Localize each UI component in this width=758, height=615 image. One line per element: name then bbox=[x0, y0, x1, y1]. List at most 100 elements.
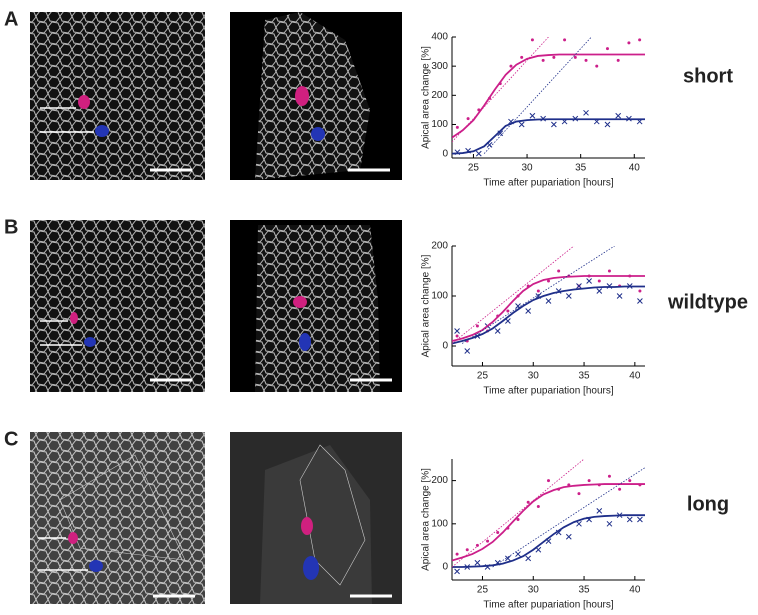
data-point bbox=[628, 479, 632, 483]
x-tick-label: 35 bbox=[578, 371, 590, 382]
data-point bbox=[506, 309, 510, 313]
y-axis-label: Apical area change [%] bbox=[421, 468, 432, 571]
condition-label: long bbox=[687, 493, 729, 515]
data-point bbox=[465, 548, 469, 552]
y-tick-label: 400 bbox=[431, 32, 448, 43]
data-point bbox=[518, 121, 525, 128]
data-point bbox=[454, 328, 460, 334]
condition-label: short bbox=[683, 65, 733, 87]
data-point bbox=[494, 328, 501, 334]
data-point bbox=[618, 487, 622, 491]
data-point bbox=[576, 283, 582, 289]
data-point bbox=[565, 533, 572, 540]
data-point bbox=[547, 479, 550, 483]
tangent-line bbox=[452, 459, 585, 568]
data-point bbox=[604, 121, 611, 128]
tangent-line bbox=[492, 467, 645, 568]
x-tick-label: 30 bbox=[528, 371, 540, 382]
panel-letter: A bbox=[4, 8, 18, 30]
fit-curve bbox=[452, 285, 645, 345]
data-point bbox=[563, 38, 567, 42]
y-tick-label: 200 bbox=[431, 475, 448, 486]
y-tick-label: 0 bbox=[442, 341, 448, 352]
y-tick-label: 200 bbox=[431, 241, 448, 252]
data-point bbox=[547, 279, 550, 283]
fit-curve bbox=[452, 275, 645, 342]
x-tick-label: 40 bbox=[629, 371, 641, 382]
data-point bbox=[565, 293, 572, 299]
data-point bbox=[530, 38, 534, 42]
y-tick-label: 300 bbox=[431, 61, 448, 72]
data-point bbox=[616, 293, 623, 299]
x-axis-label: Time after pupariation [hours] bbox=[483, 386, 613, 397]
data-point bbox=[496, 530, 500, 534]
micrographs bbox=[30, 12, 402, 604]
data-point bbox=[516, 518, 520, 521]
data-point bbox=[638, 38, 642, 42]
x-tick-label: 40 bbox=[629, 585, 641, 596]
data-point bbox=[525, 308, 532, 314]
plot-area bbox=[452, 459, 645, 575]
x-axis-label: Time after pupariation [hours] bbox=[483, 600, 613, 611]
data-point bbox=[454, 568, 460, 575]
data-point bbox=[536, 505, 540, 509]
data-point bbox=[541, 58, 545, 62]
y-axis-label: Apical area change [%] bbox=[421, 254, 432, 357]
data-point bbox=[455, 334, 459, 338]
y-tick-label: 200 bbox=[431, 90, 448, 101]
data-point bbox=[520, 55, 524, 59]
data-point bbox=[552, 55, 556, 59]
data-point bbox=[455, 552, 459, 556]
y-tick-label: 100 bbox=[431, 518, 448, 529]
chart: 0 100 200 25 30 35 40 Time after pupariation [h… bbox=[421, 459, 645, 611]
tangent-line bbox=[452, 37, 549, 143]
data-point bbox=[607, 269, 611, 273]
data-point bbox=[627, 41, 631, 45]
panel-letter: B bbox=[4, 216, 18, 238]
x-tick-label: 35 bbox=[578, 585, 590, 596]
fit-curve bbox=[452, 514, 645, 568]
data-point bbox=[475, 543, 479, 547]
data-point bbox=[576, 520, 582, 527]
data-point bbox=[606, 520, 613, 527]
data-point bbox=[466, 117, 470, 121]
data-point bbox=[583, 109, 589, 116]
plot-area bbox=[452, 246, 645, 354]
condition-label: wildtype bbox=[667, 291, 748, 313]
data-point bbox=[551, 121, 557, 128]
tangent-line bbox=[461, 246, 615, 344]
tangent-line bbox=[483, 37, 592, 154]
y-tick-label: 0 bbox=[442, 148, 448, 159]
fit-curve bbox=[452, 53, 645, 139]
x-tick-label: 25 bbox=[468, 163, 480, 174]
plot-area bbox=[452, 37, 645, 157]
fit-curve bbox=[452, 118, 645, 155]
data-point bbox=[586, 278, 592, 284]
x-tick-label: 35 bbox=[575, 163, 587, 174]
data-point bbox=[595, 64, 599, 68]
data-point bbox=[597, 279, 601, 283]
data-point bbox=[475, 150, 482, 157]
data-point bbox=[637, 516, 643, 523]
chart: 0 100 200 300 400 25 30 35 40 Time after pupariat… bbox=[421, 32, 645, 189]
y-axis-label: Apical area change [%] bbox=[421, 46, 432, 149]
data-point bbox=[584, 58, 588, 62]
data-point bbox=[637, 298, 643, 304]
data-point bbox=[474, 559, 481, 566]
data-point bbox=[596, 508, 603, 514]
data-point bbox=[587, 479, 591, 483]
data-point bbox=[536, 289, 540, 293]
data-point bbox=[577, 492, 581, 496]
y-tick-label: 0 bbox=[442, 562, 448, 573]
data-point bbox=[525, 555, 532, 562]
tangent-line bbox=[452, 246, 575, 344]
data-point bbox=[515, 551, 521, 557]
x-tick-label: 25 bbox=[477, 371, 489, 382]
data-point bbox=[626, 516, 633, 523]
x-tick-label: 30 bbox=[528, 585, 540, 596]
data-point bbox=[545, 298, 552, 304]
data-point bbox=[475, 324, 479, 328]
data-point bbox=[573, 55, 577, 59]
data-point bbox=[615, 112, 622, 119]
